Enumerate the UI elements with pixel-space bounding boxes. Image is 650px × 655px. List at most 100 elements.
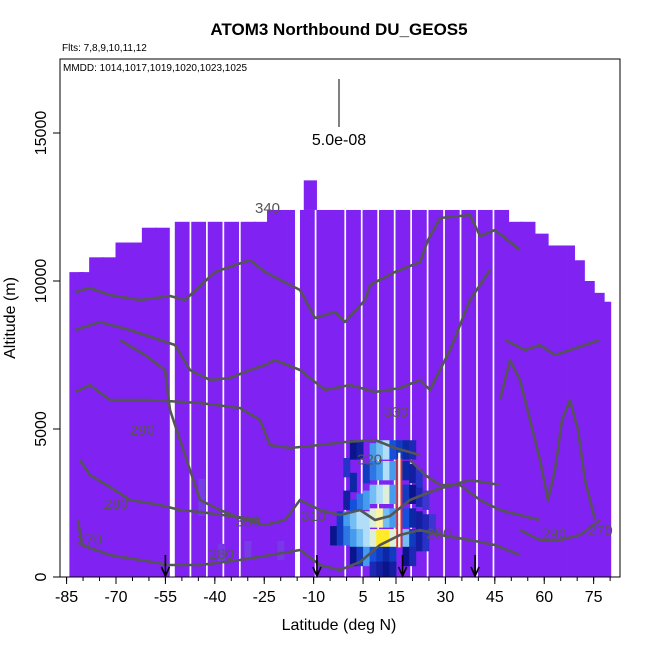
contour-line [78,459,261,522]
contour-line [74,213,521,324]
scale-bar: 5.0e-08 [312,79,366,149]
plume-cell [382,440,390,460]
plume-cell [244,540,252,561]
contour-line [504,338,601,357]
coverage-column [299,209,315,577]
plume-cell [382,460,390,481]
x-tick-label: -85 [55,589,78,606]
plume-cell [389,460,397,481]
plume-cell [415,532,423,552]
coverage-column [477,209,493,577]
contour-label: 270 [588,523,613,540]
plume-cell [363,490,371,510]
coverage-column [507,221,523,577]
coverage-column [303,180,317,210]
plume-cell [369,529,377,549]
plume-cell [389,440,397,460]
coverage-column [115,242,131,577]
plume-cell [422,532,430,552]
dates-note: MMDD: 1014,1017,1019,1020,1023,1025 [63,63,247,74]
plume-cell [422,490,430,510]
chart-title: ATOM3 Northbound DU_GEOS5 [210,20,467,39]
profile-marker-arrowhead [312,566,322,578]
plume-cell [409,546,417,567]
y-tick-label: 0 [33,572,50,581]
plume-cell [409,508,417,528]
plume-cell [409,463,417,484]
plume-cell [382,484,390,504]
coverage-column [547,245,562,577]
coverage-column [102,257,118,577]
plume-cell [402,546,410,567]
flights-note: Flts: 7,8,9,10,11,12 [62,43,147,54]
plume-cell [356,440,364,460]
x-axis: -85 -70 -55 -40 -25 -10 5 15 30 45 60 75 [55,577,611,606]
contour-label: 280 [426,526,451,543]
contour-label: 330 [383,404,408,421]
y-tick-label: 15000 [33,111,50,156]
coverage-column [596,301,612,577]
plume-cell [422,514,430,534]
contour-label: 340 [255,200,280,217]
coverage-column [280,209,295,577]
plume-cell [428,514,436,534]
contour-label: 270 [77,531,102,548]
x-tick-label: 75 [585,589,603,606]
coverage-column [207,221,223,577]
plume-cell [198,496,206,516]
coverage-column [174,221,190,577]
x-tick-label: 60 [535,589,553,606]
coverage-column [141,227,157,577]
plume-cell [363,463,371,484]
plume-cell [376,484,384,504]
scale-bar-label: 5.0e-08 [312,132,366,149]
plume-cell [415,469,423,490]
plume-cell [402,484,410,504]
profile-marker-arrowhead [160,566,171,578]
contour-label: 300 [235,514,260,531]
plume-cell [343,526,351,546]
plume-cell [349,511,357,531]
contour-line [74,383,421,457]
plume-cell [349,529,357,549]
plume-cell [409,484,417,504]
x-tick-label: 45 [486,589,504,606]
plume-cell [376,561,384,577]
plume-cell [376,460,384,481]
coverage-column [89,257,104,577]
contour-label: 290 [542,526,567,543]
plume-cell [382,561,390,577]
contour-label: 290 [130,422,155,439]
contour-line [76,519,521,572]
coverage-column [329,209,345,577]
contour-line [74,269,492,394]
plume-cell [389,546,397,567]
plume-cell [218,543,226,564]
x-tick-label: -25 [253,589,276,606]
x-tick-label: 15 [387,589,405,606]
plume-cell [349,546,357,567]
plume-cell [409,440,417,460]
plume-cell [349,472,357,493]
plume-cell [363,529,371,549]
coverage-column [267,209,282,577]
plume-cell [389,508,397,528]
plume-cell [356,511,364,531]
profile-markers [160,555,480,578]
theta-contours [74,213,601,572]
x-tick-label: -55 [154,589,177,606]
plume-cell [369,460,377,481]
plume-cell [277,540,285,561]
plume-cell [376,529,384,549]
profile-marker-arrowhead [470,566,480,578]
coverage-column [128,242,144,577]
contour-line [409,459,541,522]
x-tick-label: 30 [437,589,455,606]
plume-cell [409,529,417,549]
plume-cell [369,443,377,463]
plume-cell [363,511,371,531]
contour-line [498,358,597,521]
coverage-column [346,209,361,577]
plume-cell [330,526,338,546]
